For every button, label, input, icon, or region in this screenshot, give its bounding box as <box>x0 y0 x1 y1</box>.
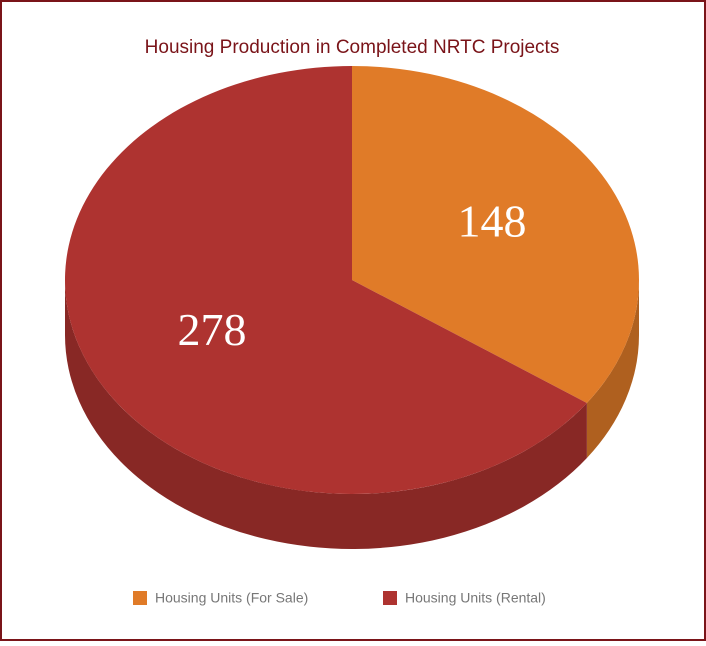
slice-top <box>64 66 587 494</box>
legend-swatch <box>133 591 147 605</box>
slice-side <box>65 280 587 549</box>
slice-top <box>352 66 639 403</box>
value-label: 148 <box>458 195 527 246</box>
chart-title: Housing Production in Completed NRTC Pro… <box>145 37 560 58</box>
slice-side <box>586 280 639 458</box>
legend-swatch <box>383 591 397 605</box>
value-label: 278 <box>177 304 246 355</box>
pie-slice <box>352 66 639 458</box>
pie-slice <box>64 66 587 549</box>
legend-label: Housing Units (For Sale) <box>155 590 308 606</box>
legend-label: Housing Units (Rental) <box>405 590 546 606</box>
